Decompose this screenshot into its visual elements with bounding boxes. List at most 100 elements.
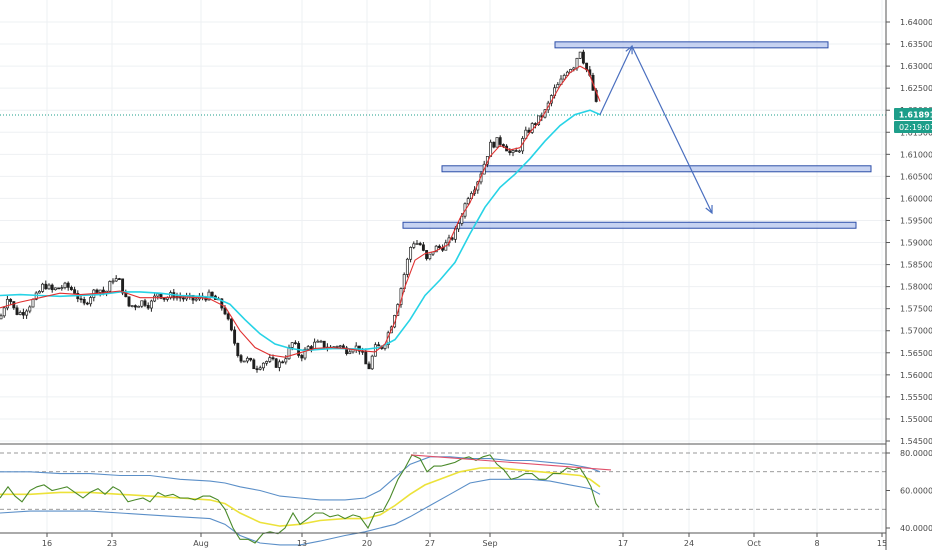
candle-body [98, 289, 102, 293]
candle-body [498, 137, 502, 145]
candle-body [12, 301, 16, 309]
projection-arrowhead-down [705, 204, 713, 215]
candle-body [418, 243, 422, 246]
candle-body [277, 361, 281, 368]
candle-body [37, 291, 41, 294]
candle-body [245, 357, 249, 362]
candle-body [165, 297, 169, 300]
candle-body [153, 295, 157, 302]
candle-body [425, 250, 429, 260]
candle-body [207, 291, 211, 301]
candle-body [533, 123, 537, 125]
candle-body [309, 346, 313, 349]
y-tick-label: 1.64000 [900, 18, 932, 27]
candle-body [562, 74, 566, 80]
candle-body [41, 283, 45, 292]
sr-zone[interactable] [402, 221, 857, 229]
x-tick-label: Aug [193, 539, 209, 548]
candle-body [73, 289, 77, 294]
candle-body [421, 244, 425, 251]
projection-arrowhead-up [625, 45, 633, 55]
osc-y-tick-label: 40.0000 [900, 524, 932, 533]
candle-body [572, 67, 576, 70]
candle-body [527, 129, 531, 133]
sr-zone[interactable] [441, 165, 872, 173]
candle-body [281, 361, 285, 364]
candle-body [348, 351, 352, 355]
x-tick-label: 23 [107, 539, 117, 548]
candle-body [236, 342, 240, 356]
x-tick-label: 16 [42, 539, 52, 548]
candle-body [140, 300, 144, 307]
y-tick-label: 1.60000 [900, 194, 932, 203]
y-tick-label: 1.55500 [900, 393, 932, 402]
candle-body [268, 357, 272, 362]
candle-body [303, 348, 307, 359]
candle-body [274, 358, 278, 368]
y-tick-label: 1.56000 [900, 371, 932, 380]
candle-body [537, 115, 541, 125]
countdown-value: 02:19:01 [899, 123, 932, 132]
candle-body [367, 363, 371, 370]
candle-body [5, 298, 9, 309]
candle-body [405, 258, 409, 275]
candle-body [47, 284, 51, 290]
candle-body [364, 351, 368, 365]
candle-body [265, 361, 269, 364]
candle-body [293, 342, 297, 345]
candle-body [233, 329, 237, 344]
candle-body [578, 51, 582, 59]
osc-rsi-line [0, 454, 600, 544]
y-tick-label: 1.59000 [900, 239, 932, 248]
candle-body [319, 340, 323, 343]
candle-body [457, 223, 461, 230]
projection-layer [599, 44, 713, 215]
ema-fast-line [0, 65, 601, 358]
candle-body [9, 298, 13, 302]
candle-body [117, 278, 121, 280]
current-price-value: 1.61891 [899, 111, 932, 120]
x-tick-label: Oct [747, 539, 761, 548]
candle-body [15, 307, 19, 315]
y-tick-label: 1.57500 [900, 305, 932, 314]
candle-body [514, 150, 518, 152]
y-tick-label: 1.58500 [900, 261, 932, 270]
candle-body [508, 150, 512, 154]
candle-body [57, 287, 61, 290]
sr-zone[interactable] [554, 41, 829, 49]
candle-body [322, 340, 326, 348]
candle-body [143, 300, 147, 306]
candle-body [495, 137, 499, 148]
candle-body [341, 345, 345, 349]
candle-body [300, 355, 304, 359]
candle-body [377, 344, 381, 347]
candle-body [415, 243, 419, 245]
candle-body [156, 293, 160, 297]
candle-body [114, 278, 118, 282]
candle-body [53, 287, 57, 291]
y-tick-label: 1.58000 [900, 283, 932, 292]
x-tick-label: 20 [362, 539, 372, 548]
candle-body [284, 358, 288, 363]
candle-body [249, 357, 253, 361]
candle-body [18, 312, 22, 315]
candle-body [137, 305, 141, 308]
candle-body [210, 291, 214, 297]
y-tick-label: 1.59500 [900, 216, 932, 225]
y-tick-label: 1.55000 [900, 415, 932, 424]
osc-y-tick-label: 80.0000 [900, 449, 932, 458]
candle-body [556, 84, 560, 89]
candle-body [290, 342, 294, 348]
x-tick-label: Sep [482, 539, 497, 548]
candle-body [412, 243, 416, 248]
y-tick-label: 1.56500 [900, 349, 932, 358]
candle-body [146, 305, 150, 309]
candle-body [229, 318, 233, 331]
candle-body [21, 312, 25, 316]
candle-body [25, 310, 29, 316]
countdown-badge [894, 121, 932, 134]
candle-body [31, 298, 35, 308]
